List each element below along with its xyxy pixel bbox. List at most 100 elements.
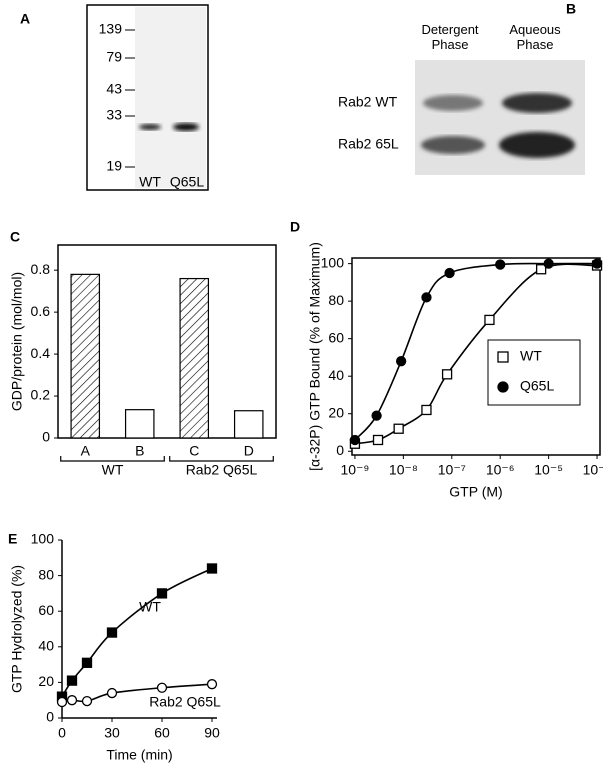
data-point [484,314,495,326]
gel-band [502,93,572,113]
marker-label: 43 [106,81,122,97]
x-tick-label: 90 [204,725,220,741]
panel-label: E [8,531,17,547]
row-label: Rab2 WT [338,94,398,110]
x-tick-label: D [244,443,254,459]
gel-band [139,124,161,130]
plot-frame [57,244,277,439]
y-tick-label: 0.8 [31,261,51,277]
gel-band [423,95,483,111]
group-bracket [169,456,274,462]
panel-label: C [10,229,20,245]
gel-band [421,136,485,154]
panel-label: A [20,11,30,27]
data-point [371,410,382,421]
data-point [543,258,554,269]
column-header: Aqueous Phase [509,22,561,52]
panel-label: D [290,219,300,235]
y-tick-label: 0 [42,429,50,445]
legend-box [487,339,581,406]
lane-label: WT [139,174,161,190]
x-tick-label: 10⁻⁹ [340,462,369,478]
data-point [206,679,218,690]
y-tick-label: 40 [328,367,344,383]
legend-label: Q65L [520,378,554,394]
data-point [106,627,118,638]
gel-band [173,123,199,131]
x-tick-label: C [189,443,199,459]
x-tick-label: 10⁻⁴ [583,462,603,478]
data-point [495,259,506,270]
x-tick-label: 30 [104,725,120,741]
legend-marker [497,381,509,393]
data-point [156,588,168,599]
y-tick-label: 80 [328,292,344,308]
y-tick-label: 0.6 [31,303,51,319]
data-point [66,695,78,706]
x-tick-label: 10⁻⁸ [389,462,418,478]
bar [70,273,101,439]
bar [233,410,264,439]
data-point [395,356,407,367]
column-header: Detergent Phase [421,22,479,52]
data-point [591,258,603,269]
gel-image [415,60,585,175]
y-tick-label: 60 [38,602,54,618]
marker-label: 139 [99,21,123,37]
bar [179,277,210,439]
y-tick-label: 100 [321,254,345,270]
y-axis-label: GTP Hydrolyzed (%) [9,565,25,693]
y-tick-label: 20 [328,404,344,420]
legend-label: WT [520,348,542,364]
y-tick-label: 60 [328,329,344,345]
y-tick-label: 0 [336,442,344,458]
group-label: Rab2 Q65L [186,462,258,478]
group-bracket [60,456,165,462]
data-point [66,675,78,686]
data-point [372,434,384,446]
annotation: Rab2 Q65L [149,694,221,710]
legend-marker [497,351,509,363]
y-tick-label: 40 [38,638,54,654]
data-point [81,695,93,707]
lane-label: Q65L [170,174,204,190]
group-label: WT [102,462,124,478]
y-axis-label: [α-32P) GTP Bound (% of Maximum) [307,242,323,471]
fit-curve [61,567,213,698]
x-axis-label: Time (min) [106,747,172,763]
x-tick-label: 0 [58,725,66,741]
x-tick-label: 10⁻⁵ [534,462,563,478]
y-tick-label: 0.2 [31,387,51,403]
gel-lane-area [135,7,206,188]
bar [124,409,155,439]
plot-frame [351,257,601,456]
y-tick-label: 100 [31,531,55,547]
x-tick-label: A [81,443,91,459]
x-tick-label: 10⁻⁶ [486,462,515,478]
marker-label: 79 [106,49,122,65]
x-tick-label: 10⁻⁷ [438,462,466,478]
data-point [81,657,93,668]
x-tick-label: 60 [154,725,170,741]
row-label: Rab2 65L [338,136,399,152]
y-axis-label: GDP/protein (mol/mol) [9,272,25,411]
y-tick-label: 0.4 [31,345,51,361]
marker-label: 19 [106,158,122,174]
x-tick-label: B [135,443,144,459]
data-point [444,267,455,279]
marker-label: 33 [106,107,122,123]
y-tick-label: 20 [38,673,54,689]
data-point [393,423,404,434]
data-point [349,434,361,446]
annotation: WT [139,599,161,615]
data-point [156,682,168,693]
y-tick-label: 80 [38,566,54,582]
data-point [535,264,547,275]
data-point [441,369,453,380]
gel-band [499,132,575,158]
data-point [56,696,68,708]
panel-label: B [566,1,576,17]
data-point [106,687,118,699]
